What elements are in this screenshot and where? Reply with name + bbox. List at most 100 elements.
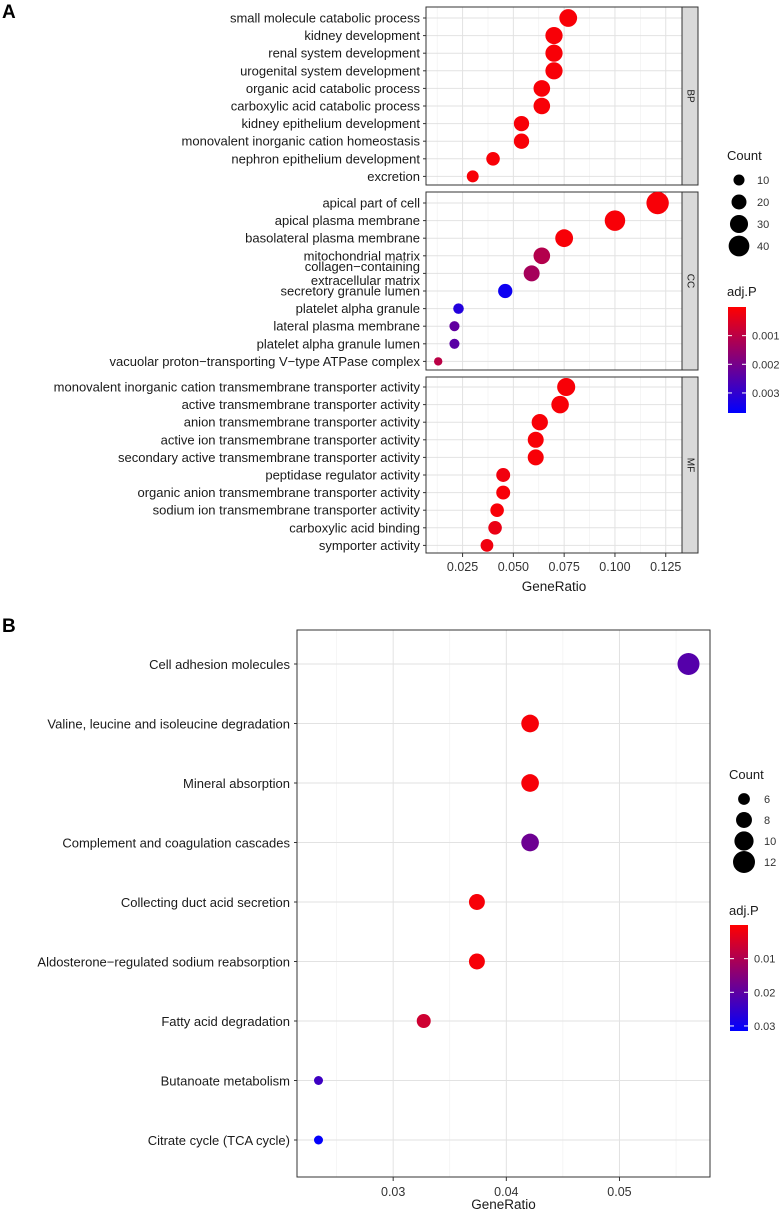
legend-size-dot xyxy=(728,235,750,257)
legend-size-label: 8 xyxy=(764,815,770,827)
term-label: monovalent inorganic cation transmembran… xyxy=(54,380,421,395)
data-point xyxy=(416,1013,431,1029)
data-point xyxy=(313,1076,323,1085)
term-label: Fatty acid degradation xyxy=(161,1014,290,1029)
term-label: apical part of cell xyxy=(322,196,420,211)
data-point xyxy=(646,191,669,215)
legend-size-dot xyxy=(729,214,749,234)
term-label: platelet alpha granule lumen xyxy=(257,336,420,351)
data-point xyxy=(468,953,485,970)
legend-adjp: adj.P 0.01 0.02 0.03 xyxy=(729,903,775,1033)
term-label: carboxylic acid binding xyxy=(289,520,420,535)
colorbar-tick-label: 0.001 xyxy=(752,331,780,343)
data-point xyxy=(313,1135,323,1145)
panel-border xyxy=(296,629,711,1178)
term-label: organic anion transmembrane transporter … xyxy=(137,485,420,500)
colorbar-rect xyxy=(728,307,746,413)
data-point xyxy=(527,431,544,448)
term-label-line: collagen−containing xyxy=(305,259,420,274)
data-point xyxy=(533,247,551,265)
legend-size-dot xyxy=(733,174,745,186)
x-tick-label: 0.075 xyxy=(549,560,580,574)
term-label: vacuolar proton−transporting V−type ATPa… xyxy=(110,354,421,369)
data-point xyxy=(468,894,485,910)
x-tick-label: 0.025 xyxy=(447,560,478,574)
panel-letter-b: B xyxy=(2,616,16,637)
data-point xyxy=(545,62,563,80)
term-label: Complement and coagulation cascades xyxy=(62,836,290,851)
data-point xyxy=(513,133,530,149)
legend-count-title: Count xyxy=(727,148,762,163)
x-tick-label: 0.05 xyxy=(607,1185,631,1199)
data-point xyxy=(527,449,544,466)
term-label: mitochondrial matrix xyxy=(304,248,421,263)
colorbar-tick-label: 0.02 xyxy=(754,987,775,999)
term-label: small molecule catabolic process xyxy=(230,11,421,26)
x-axis-title: GeneRatio xyxy=(471,1197,536,1212)
x-axis-title: GeneRatio xyxy=(522,579,587,594)
panel-letter-a: A xyxy=(2,2,16,23)
data-point xyxy=(449,321,460,332)
data-point xyxy=(533,80,551,97)
panel-b-dotplot: Cell adhesion molecules Valine, leucine a… xyxy=(37,629,776,1212)
data-point xyxy=(521,774,539,792)
x-tick-label: 0.03 xyxy=(381,1185,405,1199)
panel-bg xyxy=(297,630,710,1177)
data-point xyxy=(555,229,574,248)
legend-size-dot xyxy=(733,851,755,873)
data-point xyxy=(513,115,530,132)
data-point xyxy=(533,97,551,115)
term-label: active transmembrane transporter activit… xyxy=(182,397,421,412)
term-label: peptidase regulator activity xyxy=(265,468,420,483)
facet-strip-label: CC xyxy=(685,274,696,288)
data-point xyxy=(490,503,504,517)
facet-strip-label: MF xyxy=(685,458,696,472)
data-point xyxy=(466,170,479,183)
term-label: monovalent inorganic cation homeostasis xyxy=(182,134,421,149)
legend-size-label: 40 xyxy=(757,241,769,253)
term-label: active ion transmembrane transporter act… xyxy=(161,432,421,447)
facet-mf: MF monovalent inorganic cation transmembr… xyxy=(54,376,699,554)
term-label: organic acid catabolic process xyxy=(246,81,421,96)
legend-adjp-title: adj.P xyxy=(729,903,759,918)
term-label: anion transmembrane transporter activity xyxy=(184,415,421,430)
colorbar-tick-label: 0.003 xyxy=(752,388,780,400)
data-point xyxy=(531,414,548,431)
legend-size-dot xyxy=(738,793,750,805)
term-label: Cell adhesion molecules xyxy=(149,657,290,672)
data-point xyxy=(521,714,539,733)
data-point xyxy=(521,833,539,852)
x-tick-label: 0.125 xyxy=(650,560,681,574)
term-label: basolateral plasma membrane xyxy=(245,231,420,246)
facet-panel-bg xyxy=(426,192,682,370)
legend-size-label: 20 xyxy=(757,197,769,209)
legend-count: Count 10 20 30 40 xyxy=(727,148,769,257)
data-point xyxy=(551,395,569,414)
legend-size-label: 12 xyxy=(764,857,776,869)
term-label: platelet alpha granule xyxy=(296,301,420,316)
term-label-line: extracellular matrix xyxy=(311,273,421,288)
colorbar-tick-label: 0.002 xyxy=(752,359,780,371)
term-label: kidney development xyxy=(304,28,420,43)
data-point xyxy=(545,26,563,45)
facet-strip xyxy=(681,6,699,186)
legend-adjp: adj.P 0.001 0.002 0.003 xyxy=(727,284,780,413)
term-label: sodium ion transmembrane transporter act… xyxy=(153,503,421,518)
legend-size-label: 30 xyxy=(757,219,769,231)
term-label: urogenital system development xyxy=(240,63,420,78)
term-label: secretory granule lumen xyxy=(281,284,420,299)
data-point xyxy=(496,468,511,482)
term-label: apical plasma membrane xyxy=(275,213,420,228)
facet-strip xyxy=(681,376,699,554)
data-point xyxy=(496,485,511,500)
x-tick-label: 0.100 xyxy=(599,560,630,574)
data-point xyxy=(498,283,513,299)
data-point xyxy=(488,521,502,535)
data-point xyxy=(523,265,540,282)
panel-a-dotplot: BP small molecule catabolic process kidney… xyxy=(54,6,780,594)
legend-size-label: 10 xyxy=(764,836,776,848)
term-label: renal system development xyxy=(268,46,420,61)
legend-size-dot xyxy=(736,812,752,828)
